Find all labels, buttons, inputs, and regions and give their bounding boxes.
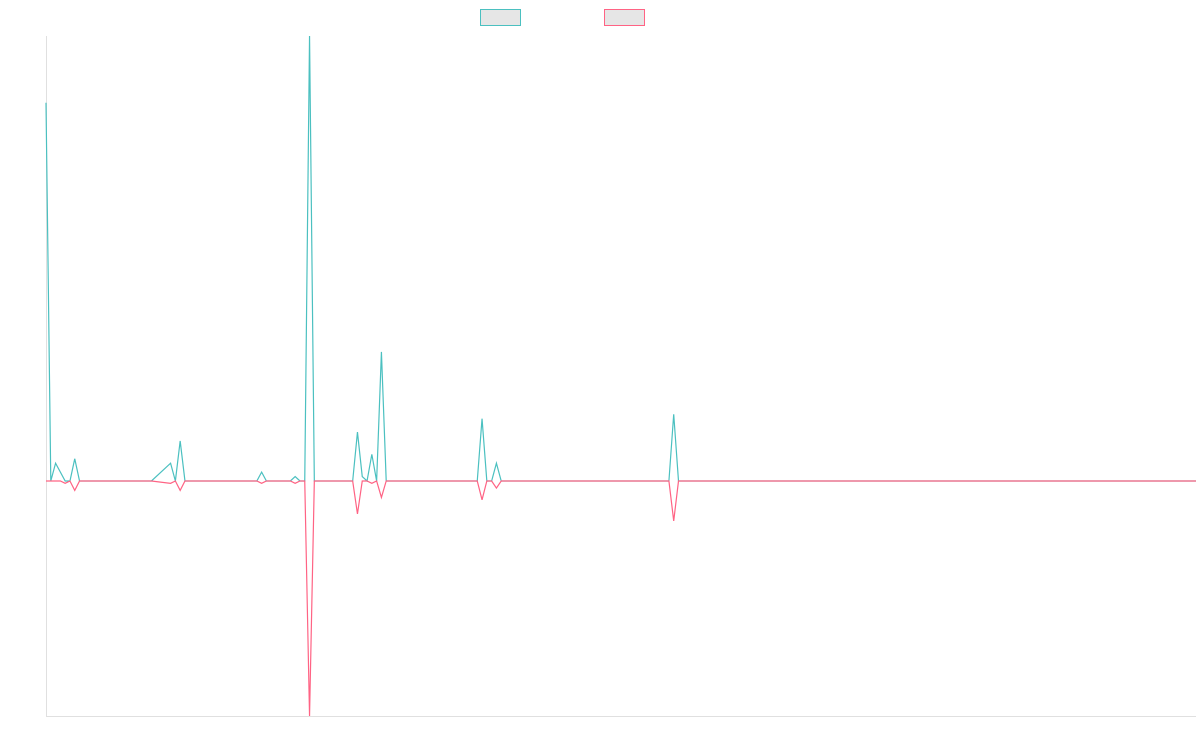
series-line-1 xyxy=(45,35,1196,483)
legend-swatch-2[interactable] xyxy=(604,9,645,26)
legend-swatch-1[interactable] xyxy=(480,9,521,26)
series-line-2 xyxy=(46,480,1196,717)
legend xyxy=(480,9,645,26)
axes xyxy=(46,36,1196,717)
plot-area xyxy=(45,35,1196,717)
